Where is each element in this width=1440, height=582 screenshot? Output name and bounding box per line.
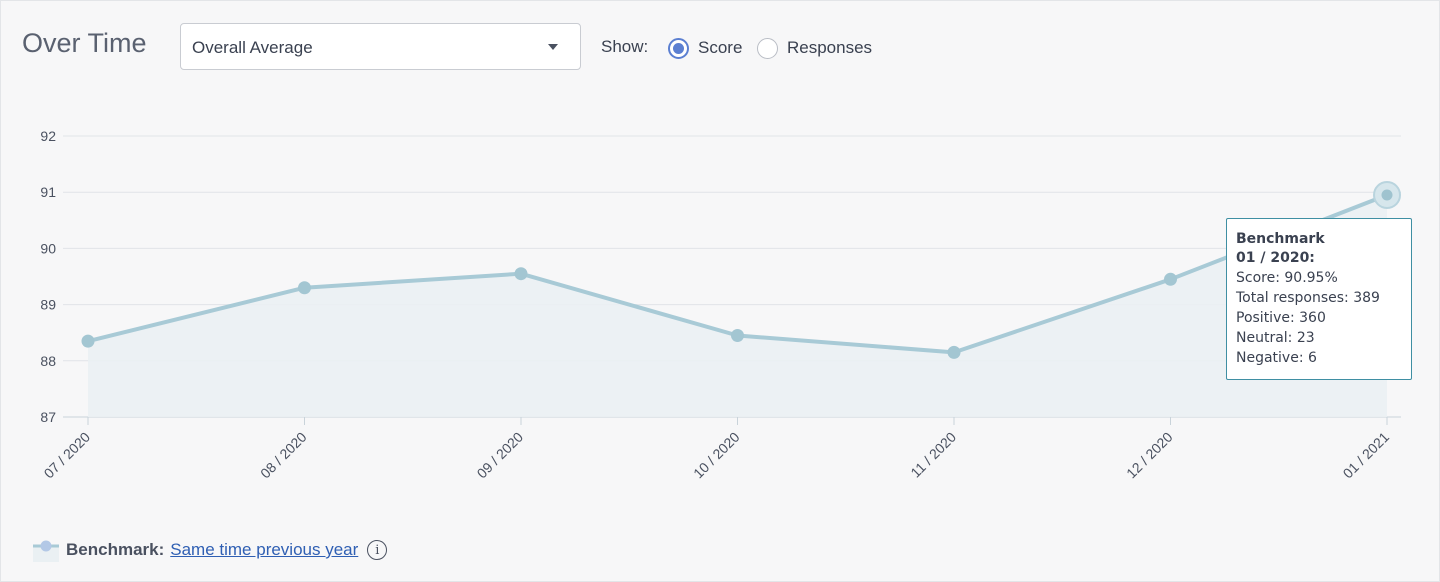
chart-points bbox=[81, 181, 1401, 359]
y-axis: 92 91 90 89 88 87 bbox=[40, 128, 56, 425]
y-tick-label: 90 bbox=[40, 240, 56, 256]
series-area bbox=[88, 195, 1387, 417]
y-tick-label: 88 bbox=[40, 353, 56, 369]
tooltip-neutral: Neutral: 23 bbox=[1236, 330, 1315, 346]
radio-responses-label: Responses bbox=[787, 38, 873, 57]
data-point bbox=[1381, 189, 1393, 201]
tooltip-positive: Positive: 360 bbox=[1236, 310, 1326, 326]
data-point bbox=[298, 281, 311, 295]
data-point bbox=[514, 267, 528, 281]
benchmark-comparison-link[interactable]: Same time previous year bbox=[170, 540, 359, 559]
x-tick-label: 11 / 2020 bbox=[907, 429, 959, 481]
info-icon[interactable]: i bbox=[367, 540, 388, 560]
radio-checked-icon bbox=[668, 37, 689, 59]
x-tick-label: 09 / 2020 bbox=[474, 429, 527, 482]
panel-title: Over Time bbox=[22, 28, 147, 58]
x-tick-label: 12 / 2020 bbox=[1123, 429, 1176, 482]
y-tick-label: 91 bbox=[40, 184, 56, 200]
legend-series-label: Benchmark: bbox=[66, 540, 165, 559]
x-tick-label: 07 / 2020 bbox=[41, 429, 94, 482]
radio-score[interactable]: Score bbox=[668, 37, 742, 59]
show-label: Show: bbox=[601, 37, 649, 56]
x-tick-label: 08 / 2020 bbox=[257, 429, 310, 482]
legend-swatch-icon bbox=[33, 540, 59, 562]
x-tick-label: 01 / 2021 bbox=[1340, 429, 1393, 482]
y-tick-label: 87 bbox=[40, 409, 56, 425]
y-tick-label: 92 bbox=[40, 128, 56, 144]
tooltip-title-series: Benchmark bbox=[1236, 231, 1325, 247]
x-tick-label: 10 / 2020 bbox=[690, 429, 743, 482]
data-point bbox=[947, 345, 961, 359]
chevron-down-icon bbox=[548, 44, 558, 50]
data-point bbox=[1164, 272, 1177, 286]
radio-responses[interactable]: Responses bbox=[757, 37, 872, 59]
data-point bbox=[81, 334, 95, 348]
y-tick-label: 89 bbox=[40, 297, 56, 313]
radio-unchecked-icon bbox=[757, 37, 778, 59]
tooltip-negative: Negative: 6 bbox=[1236, 350, 1317, 366]
tooltip-score: Score: 90.95% bbox=[1236, 270, 1338, 286]
x-axis: 07 / 2020 08 / 2020 09 / 2020 10 / 2020 11 /… bbox=[41, 429, 1393, 482]
chart-legend: Benchmark: Same time previous year i bbox=[33, 538, 388, 562]
chart-area bbox=[87, 193, 1388, 417]
tooltip-total: Total responses: 389 bbox=[1236, 290, 1380, 306]
metric-dropdown[interactable]: Overall Average bbox=[180, 23, 581, 70]
metric-dropdown-value: Overall Average bbox=[192, 38, 313, 57]
data-tooltip: Benchmark 01 / 2020: Score: 90.95% Total… bbox=[1226, 218, 1412, 380]
data-point bbox=[731, 329, 744, 343]
radio-score-label: Score bbox=[698, 38, 743, 57]
tooltip-title-date: 01 / 2020: bbox=[1236, 250, 1315, 266]
